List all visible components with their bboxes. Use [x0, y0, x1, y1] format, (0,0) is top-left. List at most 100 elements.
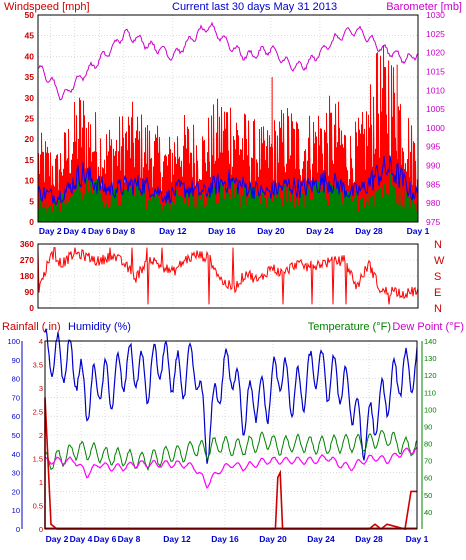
direction-tick-0: 0: [29, 303, 34, 313]
direction-tick-90: 90: [25, 287, 35, 297]
rainfall-tick-0: 0: [39, 525, 43, 534]
barometer-tick-1025: 1025: [426, 29, 445, 39]
barometer-tick-1020: 1020: [426, 48, 445, 58]
climate-xtick-day-1: Day 1: [406, 534, 429, 544]
wind-tick-15: 15: [25, 155, 35, 165]
barometer-tick-1015: 1015: [426, 66, 445, 76]
temperature-tick-110: 110: [424, 388, 436, 397]
temperature-tick-80: 80: [424, 440, 432, 449]
wind-xtick-day-6: Day 6: [88, 226, 111, 236]
temperature-axis-label: Temperature (°F): [308, 321, 391, 333]
humidity-tick-60: 60: [12, 412, 20, 421]
humidity-tick-10: 10: [12, 506, 20, 515]
temperature-tick-40: 40: [424, 508, 432, 517]
wind-tick-35: 35: [25, 72, 35, 82]
temperature-tick-100: 100: [424, 405, 437, 414]
climate-xtick-day-20: Day 20: [259, 534, 287, 544]
rainfall-y-ticks: 0 0.5 1 1.5 2 2.5 3 3.5 4: [33, 337, 43, 534]
wind-tick-50: 50: [25, 10, 35, 20]
barometer-axis-label: Barometer [mb]: [386, 1, 462, 13]
wind-xtick-day-28: Day 28: [355, 226, 383, 236]
wind-direction-series: [37, 247, 419, 305]
climate-xtick-day-24: Day 24: [307, 534, 335, 544]
humidity-tick-100: 100: [7, 337, 20, 346]
temperature-tick-60: 60: [424, 474, 432, 483]
temperature-tick-90: 90: [424, 422, 432, 431]
humidity-axis-label: Humidity (%): [68, 321, 131, 333]
climate-x-ticks: Day 2 Day 4 Day 6 Day 8 Day 12 Day 16 Day 20 Da…: [46, 534, 429, 544]
humidity-tick-90: 90: [12, 356, 20, 365]
rainfall-tick-3-5: 3.5: [33, 361, 43, 370]
barometer-tick-1000: 1000: [426, 123, 445, 133]
rainfall-tick-3: 3: [39, 384, 43, 393]
humidity-series: [44, 328, 418, 464]
rainfall-tick-0-5: 0.5: [33, 502, 43, 511]
compass-tick-e-3: E: [434, 287, 441, 299]
climate-xtick-day-12: Day 12: [163, 534, 191, 544]
wind-tick-45: 45: [25, 31, 35, 41]
direction-tick-360: 360: [20, 239, 34, 249]
wind-tick-20: 20: [25, 134, 35, 144]
dew-point-series: [44, 446, 418, 489]
dewpoint-axis-label: Dew Point (°F): [392, 321, 464, 333]
humidity-tick-0: 0: [16, 525, 20, 534]
temperature-tick-140: 140: [424, 337, 437, 346]
wind-axis-label: Windspeed [mph]: [4, 1, 90, 13]
barometer-y-ticks: 975 980 985 990 995 1000 1005 1010 1015 1020 1025 1…: [426, 10, 445, 227]
wind-tick-0: 0: [29, 217, 34, 227]
temperature-y-ticks: 40 50 60 70 80 90 100 110 120 130 140: [424, 337, 437, 517]
temperature-tick-130: 130: [424, 354, 437, 363]
rainfall-tick-4: 4: [39, 337, 43, 346]
barometer-tick-995: 995: [426, 142, 440, 152]
direction-panel-frame: [37, 243, 419, 309]
wind-tick-40: 40: [25, 51, 35, 61]
humidity-tick-20: 20: [12, 487, 20, 496]
barometer-series: [37, 21, 419, 101]
wind-xtick-day-24: Day 24: [306, 226, 334, 236]
wind-tick-25: 25: [25, 114, 35, 124]
humidity-tick-40: 40: [12, 450, 20, 459]
wind-xtick-day-1: Day 1: [407, 226, 430, 236]
climate-panel-frame: [44, 340, 418, 530]
barometer-tick-1030: 1030: [426, 10, 445, 20]
wind-speed-series: [38, 173, 418, 223]
direction-panel-series: [37, 247, 419, 305]
wind-panel-series: [37, 21, 419, 223]
wind-x-ticks: Day 2 Day 4 Day 6 Day 8 Day 12 Day 16 Day 20 Da…: [39, 226, 430, 236]
temperature-series: [44, 430, 418, 472]
climate-xtick-day-2: Day 2: [46, 534, 69, 544]
wind-xtick-day-16: Day 16: [208, 226, 236, 236]
direction-tick-180: 180: [20, 271, 34, 281]
wind-tick-10: 10: [25, 176, 35, 186]
wind-tick-5: 5: [29, 196, 34, 206]
wind-tick-30: 30: [25, 93, 35, 103]
barometer-tick-1005: 1005: [426, 104, 445, 114]
climate-xtick-day-4: Day 4: [70, 534, 93, 544]
wind-average-series: [37, 155, 419, 206]
temperature-tick-50: 50: [424, 491, 432, 500]
rainfall-axis-label: Rainfall (.in): [2, 321, 61, 333]
humidity-tick-70: 70: [12, 393, 20, 402]
humidity-tick-80: 80: [12, 375, 20, 384]
compass-tick-n-4: N: [434, 303, 442, 315]
humidity-tick-50: 50: [12, 431, 20, 440]
wind-xtick-day-12: Day 12: [159, 226, 187, 236]
rainfall-tick-2: 2: [39, 431, 43, 440]
humidity-tick-30: 30: [12, 469, 20, 478]
wind-panel-frame: [37, 14, 419, 223]
wind-xtick-day-2: Day 2: [39, 226, 62, 236]
barometer-tick-1010: 1010: [426, 85, 445, 95]
barometer-tick-990: 990: [426, 161, 440, 171]
rainfall-tick-2-5: 2.5: [33, 408, 43, 417]
temperature-tick-120: 120: [424, 371, 437, 380]
rainfall-tick-1: 1: [39, 478, 43, 487]
barometer-tick-985: 985: [426, 179, 440, 189]
direction-y-ticks: 360 270 180 90 0: [20, 239, 34, 313]
climate-xtick-day-28: Day 28: [355, 534, 383, 544]
compass-tick-w-1: W: [434, 255, 445, 267]
wind-xtick-day-8: Day 8: [112, 226, 135, 236]
